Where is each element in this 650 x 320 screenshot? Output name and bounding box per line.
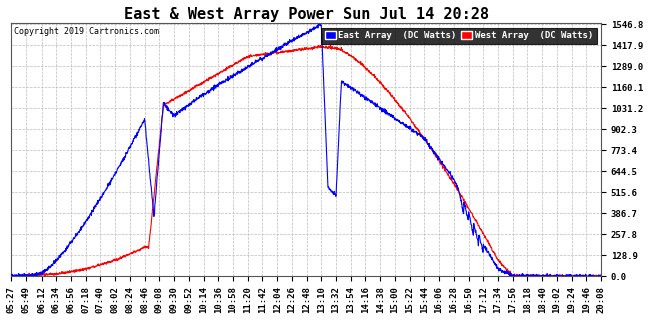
Title: East & West Array Power Sun Jul 14 20:28: East & West Array Power Sun Jul 14 20:28 <box>124 7 489 22</box>
Legend: East Array  (DC Watts), West Array  (DC Watts): East Array (DC Watts), West Array (DC Wa… <box>321 28 597 44</box>
Text: Copyright 2019 Cartronics.com: Copyright 2019 Cartronics.com <box>14 27 159 36</box>
